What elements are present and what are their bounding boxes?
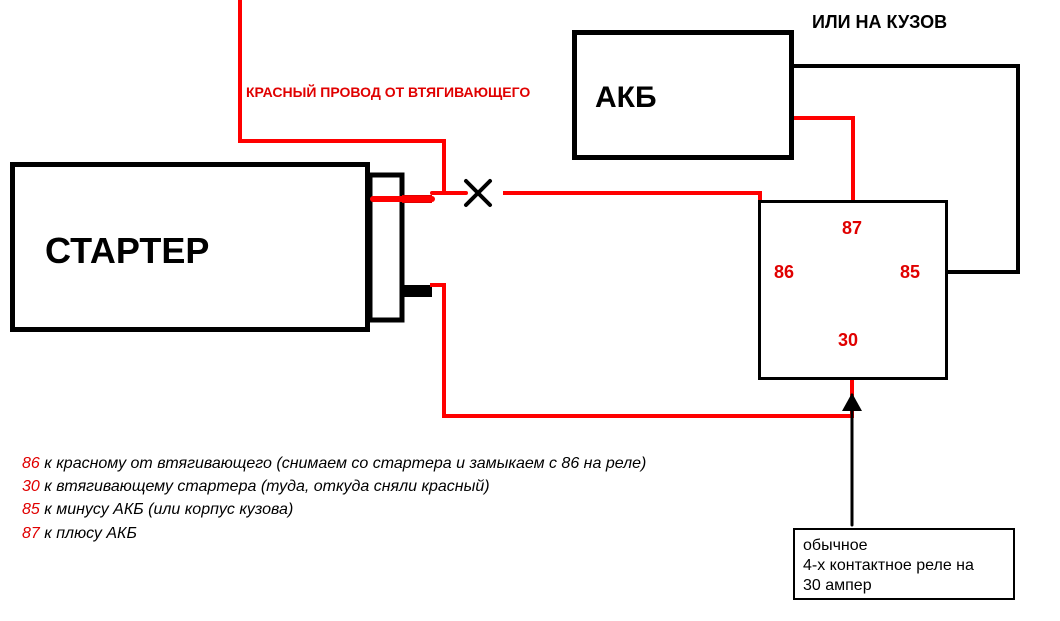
legend-pin-num: 87 [22,525,40,542]
legend-row: 85 к минусу АКБ (или корпус кузова) [22,498,646,521]
legend-pin-num: 85 [22,501,40,518]
legend-pin-text: к плюсу АКБ [40,525,137,542]
annotation-red-wire: КРАСНЫЙ ПРОВОД ОТ ВТЯГИВАЮЩЕГО [246,84,530,100]
legend-pin-num: 86 [22,455,40,472]
battery-label: АКБ [595,81,657,115]
battery-box: АКБ [572,30,794,160]
relay-pin-87-label: 87 [842,218,862,239]
legend-pin-text: к минусу АКБ (или корпус кузова) [40,501,293,518]
starter-label: СТАРТЕР [45,230,209,272]
relay-note-line: 4-х контактное реле на [803,556,1005,576]
legend-block: 86 к красному от втягивающего (снимаем с… [22,452,646,545]
relay-note-box: обычное4-х контактное реле на30 ампер [793,528,1015,600]
diagram-stage: СТАРТЕР АКБ 87 86 85 30 ИЛИ НА КУЗОВ КРА… [0,0,1060,621]
legend-pin-text: к втягивающему стартера (туда, откуда сн… [40,478,490,495]
relay-note-line: обычное [803,536,1005,556]
relay-pin-86-label: 86 [774,262,794,283]
relay-pin-30-label: 30 [838,330,858,351]
legend-row: 86 к красному от втягивающего (снимаем с… [22,452,646,475]
annotation-body-ground: ИЛИ НА КУЗОВ [812,12,947,33]
relay-pin-85-label: 85 [900,262,920,283]
relay-note-line: 30 ампер [803,576,1005,596]
legend-row: 30 к втягивающему стартера (туда, откуда… [22,475,646,498]
legend-pin-text: к красному от втягивающего (снимаем со с… [40,455,647,472]
starter-box: СТАРТЕР [10,162,370,332]
legend-pin-num: 30 [22,478,40,495]
legend-row: 87 к плюсу АКБ [22,522,646,545]
